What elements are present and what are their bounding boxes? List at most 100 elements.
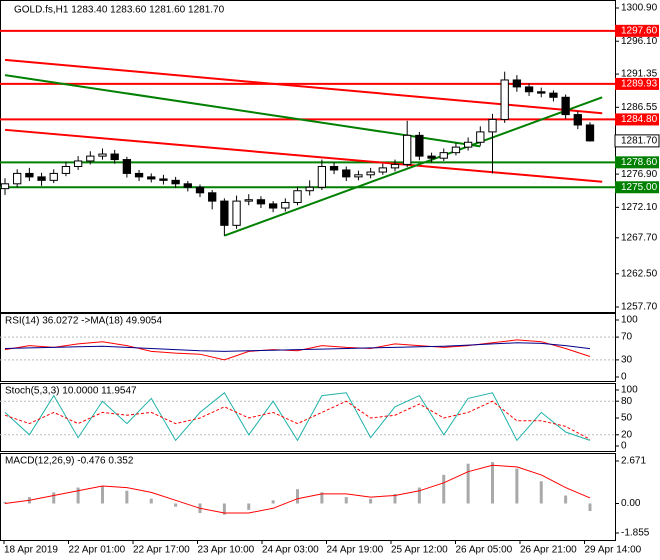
candle-body bbox=[537, 91, 546, 94]
level-label: 1284.80 bbox=[621, 114, 658, 125]
y-tick-label: 1262.50 bbox=[621, 268, 658, 279]
candle-body bbox=[122, 159, 132, 174]
candle-body bbox=[61, 165, 71, 174]
candle-body bbox=[147, 176, 156, 180]
candle-body bbox=[49, 172, 58, 181]
panel-title: RSI(14) 36.0272 ->MA(18) 49.9054 bbox=[5, 316, 162, 327]
candle-body bbox=[524, 86, 534, 93]
candle-body bbox=[37, 176, 46, 181]
candle-body bbox=[244, 199, 253, 202]
macd-bar bbox=[101, 485, 104, 504]
y-tick-label: 1286.55 bbox=[621, 102, 658, 113]
y-tick-label: 1272.10 bbox=[621, 202, 658, 213]
macd-bar bbox=[417, 487, 421, 504]
macd-bar bbox=[174, 503, 178, 507]
level-label: 1275.00 bbox=[621, 182, 658, 193]
macd-bar bbox=[52, 492, 56, 504]
x-tick-label: 26 Apr 21:00 bbox=[520, 545, 577, 556]
candle-body bbox=[73, 160, 83, 167]
candle-body bbox=[451, 146, 461, 154]
indicator-line bbox=[4, 342, 591, 352]
candle-body bbox=[488, 118, 497, 133]
x-tick-label: 24 Apr 03:00 bbox=[262, 545, 319, 556]
panel-title: MACD(12,26,9) -0.476 0.352 bbox=[5, 456, 134, 467]
y-tick-label: 0 bbox=[621, 372, 627, 383]
candle-body bbox=[268, 203, 278, 209]
candle-body bbox=[195, 186, 205, 194]
candle-body bbox=[585, 124, 595, 142]
candle-body bbox=[512, 79, 522, 88]
macd-bar bbox=[296, 489, 299, 504]
x-tick-label: 26 Apr 05:00 bbox=[456, 545, 513, 556]
candle-body bbox=[256, 199, 266, 205]
level-box bbox=[615, 24, 659, 37]
candle-body bbox=[281, 201, 290, 209]
y-tick-label: 1276.90 bbox=[621, 169, 658, 180]
x-tick-label: 22 Apr 01:00 bbox=[69, 545, 126, 556]
indicator-line bbox=[4, 464, 591, 514]
candle-body bbox=[378, 167, 387, 173]
y-tick-label: 1296.10 bbox=[621, 36, 658, 47]
candle-body bbox=[354, 174, 363, 178]
candle-body bbox=[390, 163, 400, 169]
candle-body bbox=[415, 134, 424, 157]
y-tick-label: -1.855 bbox=[621, 528, 650, 539]
macd-bar bbox=[466, 463, 470, 504]
y-tick-label: 100 bbox=[621, 315, 638, 326]
y-tick-label: 1267.70 bbox=[621, 232, 658, 243]
candle-body bbox=[463, 141, 473, 148]
candle-body bbox=[561, 96, 570, 116]
candle-body bbox=[232, 200, 241, 226]
x-tick-label: 22 Apr 17:00 bbox=[133, 545, 190, 556]
candle-body bbox=[110, 153, 119, 161]
candle-body bbox=[366, 171, 375, 176]
indicator-line bbox=[4, 339, 591, 361]
candle-body bbox=[220, 200, 229, 226]
last-price-label: 1281.70 bbox=[621, 136, 658, 147]
level-label: 1297.60 bbox=[621, 25, 658, 36]
candle-body bbox=[134, 172, 144, 178]
y-tick-label: 50 bbox=[621, 413, 633, 424]
candle-body bbox=[317, 165, 327, 188]
candle-body bbox=[573, 114, 582, 126]
candle-body bbox=[183, 183, 192, 188]
level-box bbox=[615, 156, 659, 169]
candle-body bbox=[13, 172, 22, 185]
macd-bar bbox=[515, 468, 519, 504]
last-price-box bbox=[614, 134, 660, 148]
trend-line bbox=[224, 96, 603, 237]
candle-body bbox=[403, 134, 412, 165]
candle-body bbox=[98, 153, 107, 157]
y-tick-label: 0 bbox=[621, 441, 627, 452]
candle-body bbox=[439, 152, 448, 159]
macd-bar bbox=[442, 474, 446, 504]
macd-bar bbox=[491, 462, 494, 504]
rsi-panel bbox=[0, 313, 616, 382]
candle-body bbox=[549, 92, 558, 98]
candle-body bbox=[171, 179, 180, 185]
macd-bar bbox=[320, 492, 324, 504]
candle-body bbox=[159, 178, 168, 181]
candle-body bbox=[500, 79, 509, 120]
candle-body bbox=[305, 186, 314, 192]
level-label: 1289.93 bbox=[621, 79, 658, 90]
candle-body bbox=[342, 169, 351, 178]
candle-body bbox=[86, 155, 95, 162]
macd-bar bbox=[564, 495, 568, 504]
macd-bar bbox=[271, 500, 275, 504]
x-tick-label: 25 Apr 12:00 bbox=[391, 545, 448, 556]
macd-bar bbox=[344, 497, 348, 504]
y-tick-label: 0.00 bbox=[621, 498, 641, 509]
trend-line bbox=[4, 128, 603, 183]
panel-title: Stoch(5,3,3) 10.0000 11.9547 bbox=[5, 386, 137, 397]
level-box bbox=[615, 113, 659, 126]
macd-bar bbox=[539, 481, 543, 504]
candle-body bbox=[476, 131, 485, 143]
macd-bar bbox=[369, 498, 373, 504]
level-label: 1278.60 bbox=[621, 157, 658, 168]
y-tick-label: 30 bbox=[621, 355, 633, 366]
y-tick-label: 80 bbox=[621, 396, 633, 407]
y-tick-label: 1291.35 bbox=[621, 69, 658, 80]
y-tick-label: 1257.70 bbox=[621, 302, 658, 313]
